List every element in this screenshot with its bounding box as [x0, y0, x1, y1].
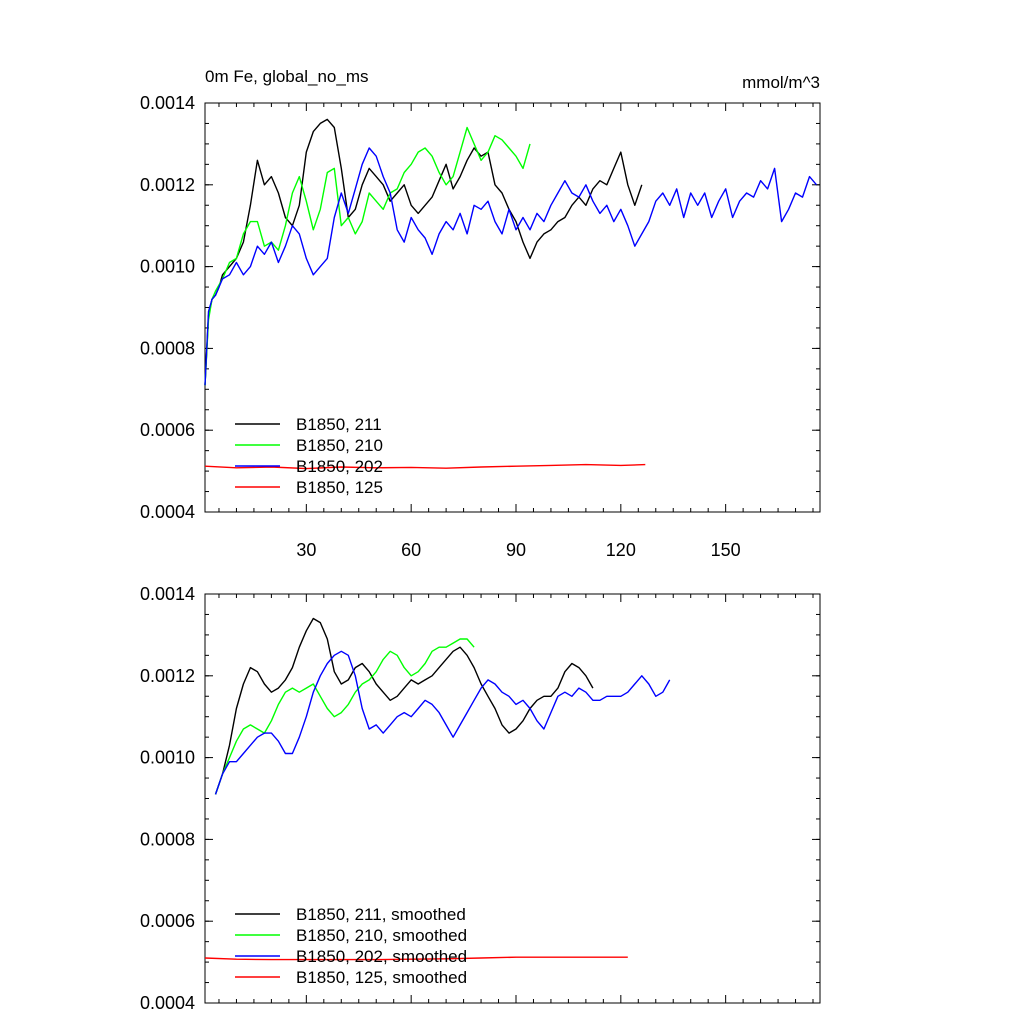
series-line-1	[204, 118, 643, 386]
chart-title: 0m Fe, global_no_ms	[205, 67, 368, 86]
bottom-panel: 0.0004 0.0006 0.0008 0.0010 0.0012 0.0014 B18…	[140, 584, 821, 1013]
y-tick-label: 0.0012	[140, 666, 195, 686]
y-tick-label: 0.0012	[140, 175, 195, 195]
x-tick-label: 150	[711, 540, 741, 560]
y-tick-label: 0.0004	[140, 993, 195, 1013]
bottom-axis-ticks: 0.0004 0.0006 0.0008 0.0010 0.0012 0.0014	[140, 584, 820, 1013]
top-panel: 0.0004 0.0006 0.0008 0.0010 0.0012 0.0014 30 60…	[140, 93, 821, 560]
y-tick-label: 0.0006	[140, 911, 195, 931]
x-tick-label: 60	[401, 540, 421, 560]
y-tick-label: 0.0008	[140, 338, 195, 358]
top-axis-ticks: 0.0004 0.0006 0.0008 0.0010 0.0012 0.0014 30 60…	[140, 93, 820, 560]
legend-label-4: B1850, 125, smoothed	[296, 968, 467, 987]
legend-label-1: B1850, 211, smoothed	[296, 905, 466, 924]
top-legend: B1850, 211 B1850, 210 B1850, 202 B1850, 125	[235, 415, 383, 497]
series-line-3	[214, 650, 671, 795]
y-tick-label: 0.0014	[140, 93, 195, 113]
series-line-4	[204, 956, 628, 961]
x-tick-label: 30	[296, 540, 316, 560]
legend-label-1: B1850, 211	[296, 415, 382, 434]
x-tick-label: 120	[606, 540, 636, 560]
y-tick-label: 0.0008	[140, 829, 195, 849]
top-series-layer	[204, 118, 818, 470]
bottom-legend: B1850, 211, smoothed B1850, 210, smoothed…	[235, 905, 467, 987]
series-line-4	[204, 463, 646, 470]
legend-label-2: B1850, 210	[296, 436, 383, 455]
y-tick-label: 0.0006	[140, 420, 195, 440]
y-tick-label: 0.0010	[140, 257, 195, 277]
series-line-3	[204, 147, 818, 386]
legend-label-3: B1850, 202	[296, 457, 383, 476]
series-line-2	[204, 126, 531, 386]
series-line-1	[214, 617, 594, 795]
x-tick-label: 90	[506, 540, 526, 560]
y-tick-label: 0.0014	[140, 584, 195, 604]
legend-label-2: B1850, 210, smoothed	[296, 926, 467, 945]
y-tick-label: 0.0004	[140, 502, 195, 522]
series-line-2	[214, 638, 475, 795]
bottom-series-layer	[204, 617, 671, 961]
y-tick-label: 0.0010	[140, 748, 195, 768]
legend-label-4: B1850, 125	[296, 478, 383, 497]
units-label: mmol/m^3	[742, 73, 820, 92]
legend-label-3: B1850, 202, smoothed	[296, 947, 467, 966]
